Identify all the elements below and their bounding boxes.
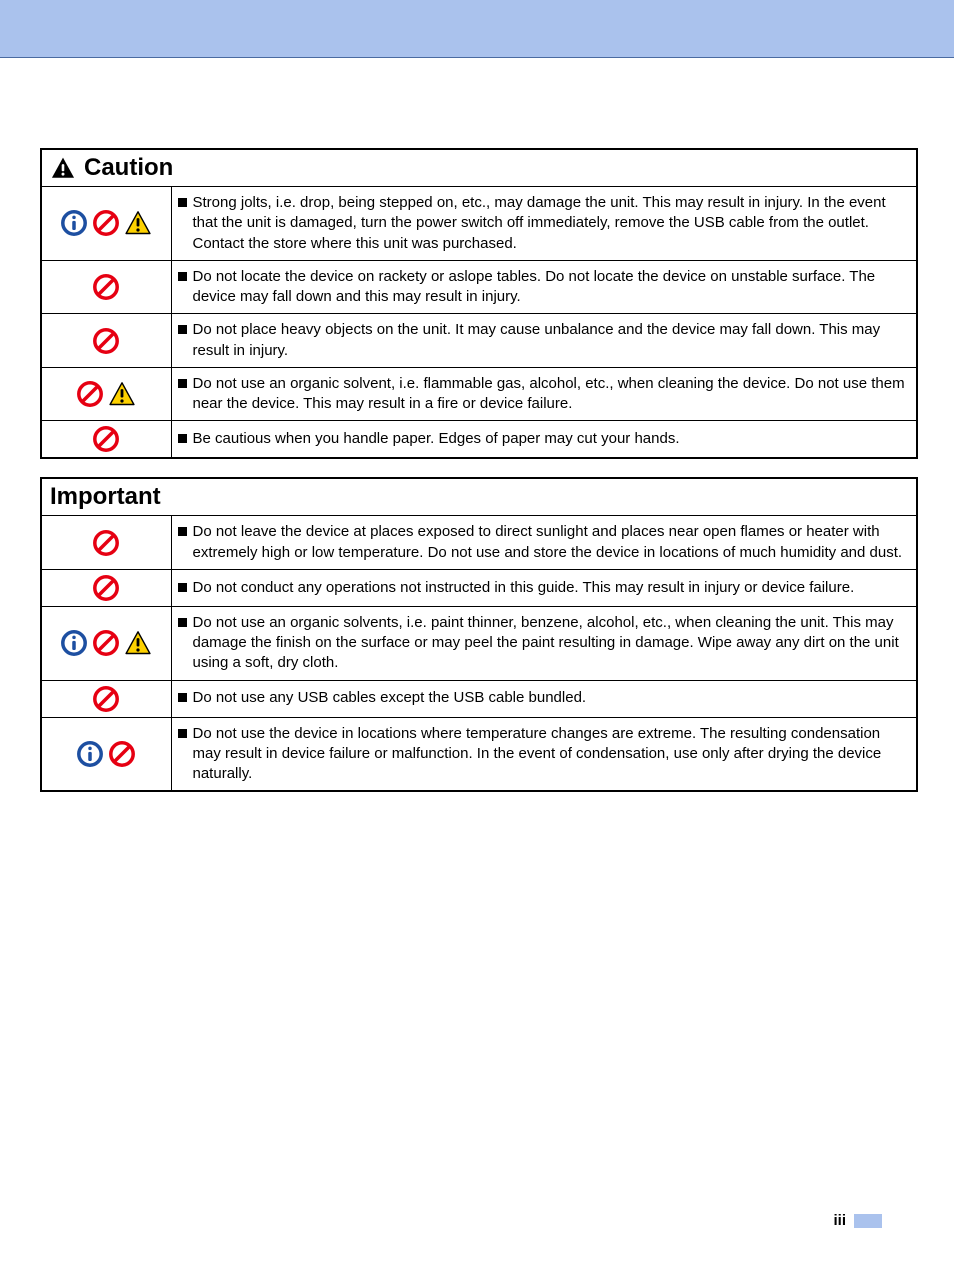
row-text: Do not use any USB cables except the USB… (193, 688, 587, 708)
bullet-icon (178, 729, 187, 738)
prohibit-icon (92, 685, 120, 713)
warning-triangle-icon (108, 380, 136, 408)
important-row-text: Do not conduct any operations not instru… (171, 569, 917, 606)
prohibit-icon (92, 574, 120, 602)
row-text: Do not use an organic solvents, i.e. pai… (193, 613, 907, 674)
prohibit-icon (92, 327, 120, 355)
icon-cell (41, 717, 171, 791)
bullet-icon (178, 693, 187, 702)
row-text: Do not conduct any operations not instru… (193, 578, 855, 598)
prohibit-icon (92, 425, 120, 453)
prohibit-icon (108, 740, 136, 768)
bullet-icon (178, 198, 187, 207)
important-table: Important Do not leave the device at pla… (40, 477, 918, 792)
prohibit-icon (92, 209, 120, 237)
info-circle-icon (76, 740, 104, 768)
icon-cell (41, 606, 171, 680)
page-number: iii (833, 1212, 846, 1229)
prohibit-icon (92, 273, 120, 301)
important-row-text: Do not use the device in locations where… (171, 717, 917, 791)
row-text: Do not use the device in locations where… (193, 724, 907, 785)
page-footer: iii (40, 1212, 918, 1230)
footer-accent-bar (854, 1214, 882, 1228)
bullet-icon (178, 583, 187, 592)
caution-row-text: Do not use an organic solvent, i.e. flam… (171, 367, 917, 421)
bullet-icon (178, 527, 187, 536)
bullet-icon (178, 325, 187, 334)
caution-title: Caution (84, 154, 173, 182)
important-row-text: Do not leave the device at places expose… (171, 516, 917, 570)
bullet-icon (178, 618, 187, 627)
row-text: Do not locate the device on rackety or a… (193, 267, 907, 308)
warning-triangle-icon (124, 629, 152, 657)
icon-cell (41, 260, 171, 314)
prohibit-icon (76, 380, 104, 408)
icon-cell (41, 314, 171, 368)
warning-triangle-icon (124, 209, 152, 237)
icon-cell (41, 516, 171, 570)
important-row-text: Do not use any USB cables except the USB… (171, 680, 917, 717)
caution-row-text: Do not locate the device on rackety or a… (171, 260, 917, 314)
prohibit-icon (92, 629, 120, 657)
bullet-icon (178, 272, 187, 281)
row-text: Strong jolts, i.e. drop, being stepped o… (193, 193, 907, 254)
row-text: Do not leave the device at places expose… (193, 522, 907, 563)
row-text: Do not use an organic solvent, i.e. flam… (193, 374, 907, 415)
caution-table: Caution Strong jolts, i.e. drop, being s… (40, 148, 918, 459)
caution-row-text: Do not place heavy objects on the unit. … (171, 314, 917, 368)
icon-cell (41, 187, 171, 261)
icon-cell (41, 680, 171, 717)
caution-row-text: Strong jolts, i.e. drop, being stepped o… (171, 187, 917, 261)
bullet-icon (178, 434, 187, 443)
page-content: Caution Strong jolts, i.e. drop, being s… (0, 58, 954, 1270)
row-text: Do not place heavy objects on the unit. … (193, 320, 907, 361)
prohibit-icon (92, 529, 120, 557)
icon-cell (41, 421, 171, 459)
caution-header: Caution (41, 149, 917, 187)
important-title: Important (50, 483, 161, 510)
info-circle-icon (60, 629, 88, 657)
info-circle-icon (60, 209, 88, 237)
icon-cell (41, 569, 171, 606)
caution-row-text: Be cautious when you handle paper. Edges… (171, 421, 917, 459)
icon-cell (41, 367, 171, 421)
bullet-icon (178, 379, 187, 388)
important-row-text: Do not use an organic solvents, i.e. pai… (171, 606, 917, 680)
important-header: Important (41, 478, 917, 516)
page-header-bar (0, 0, 954, 58)
warning-triangle-solid-icon (50, 155, 76, 181)
row-text: Be cautious when you handle paper. Edges… (193, 429, 680, 449)
